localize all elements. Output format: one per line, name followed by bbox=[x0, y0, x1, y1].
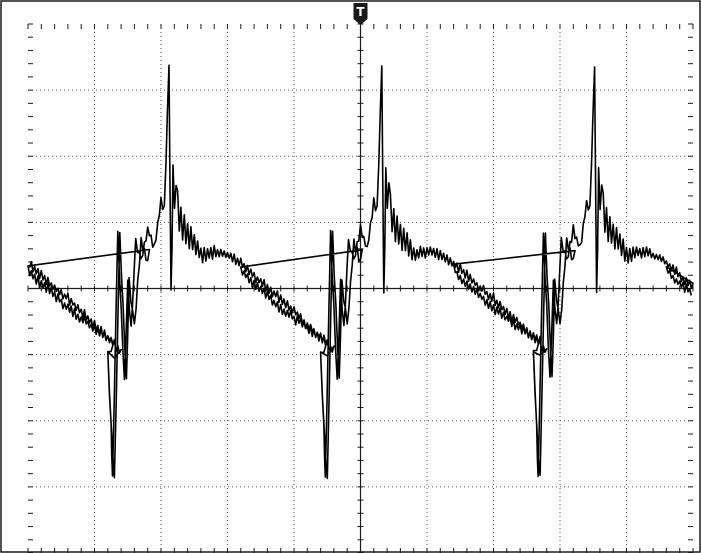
waveform-trace bbox=[27, 64, 694, 480]
graticule-ticks bbox=[27, 23, 694, 553]
waveform-line bbox=[27, 64, 694, 480]
trigger-marker-icon bbox=[353, 3, 368, 25]
trigger-marker: T bbox=[353, 3, 368, 25]
trigger-marker-label: T bbox=[356, 5, 365, 19]
